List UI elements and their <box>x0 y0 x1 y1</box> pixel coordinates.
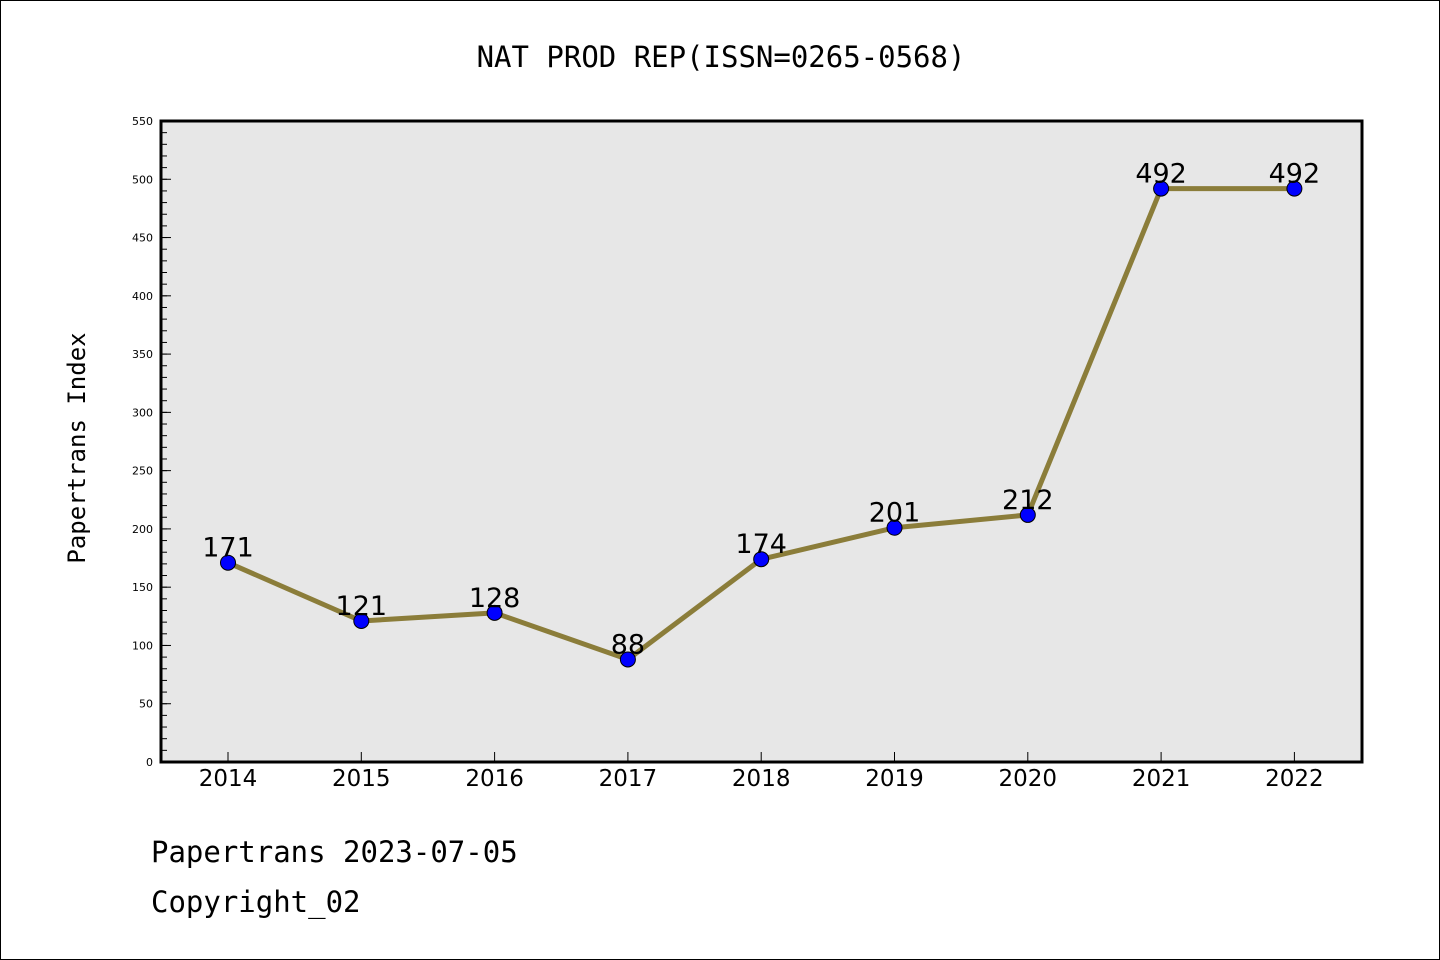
data-point <box>353 612 370 629</box>
y-tick-label: 100 <box>132 639 153 652</box>
footer-copyright: Copyright_02 <box>151 885 361 919</box>
y-axis-label: Papertrans Index <box>63 332 91 563</box>
y-tick-label: 500 <box>132 173 153 186</box>
y-tick-label: 150 <box>132 581 153 594</box>
x-tick-label: 2020 <box>999 766 1058 792</box>
data-label: 492 <box>1269 159 1321 190</box>
data-point <box>753 551 770 568</box>
y-tick-label: 300 <box>132 406 153 419</box>
data-labels: 171 121 128 88 174 201 212 492 492 <box>202 159 1320 661</box>
x-axis-ticks: 2014 2015 2016 2017 2018 2019 2020 2021 2022 <box>199 752 1324 792</box>
x-tick-label: 2016 <box>465 766 524 792</box>
data-point <box>220 554 236 571</box>
plot-frame <box>159 119 1364 764</box>
data-point <box>886 519 903 536</box>
x-tick-label: 2018 <box>732 766 791 792</box>
y-tick-label: 350 <box>132 348 153 361</box>
data-label: 201 <box>869 498 921 529</box>
x-tick-label: 2014 <box>199 766 258 792</box>
data-label: 492 <box>1135 159 1187 190</box>
x-tick-label: 2015 <box>332 766 391 792</box>
data-label: 88 <box>611 629 645 660</box>
x-tick-label: 2021 <box>1132 766 1191 792</box>
y-tick-label: 400 <box>132 290 153 303</box>
y-tick-label: 50 <box>139 698 153 711</box>
data-point <box>486 604 503 621</box>
footer-date: Papertrans 2023-07-05 <box>151 835 518 869</box>
data-label: 121 <box>336 591 388 622</box>
data-label: 174 <box>735 529 787 560</box>
chart-title: NAT PROD REP(ISSN=0265-0568) <box>477 40 966 74</box>
y-tick-label: 450 <box>132 232 153 245</box>
data-point <box>1019 506 1036 523</box>
y-tick-label: 0 <box>146 756 153 769</box>
data-markers <box>220 180 1303 668</box>
data-label: 171 <box>202 533 254 564</box>
x-tick-label: 2019 <box>865 766 924 792</box>
x-tick-label: 2017 <box>599 766 658 792</box>
x-tick-label: 2022 <box>1265 766 1324 792</box>
plot-area <box>161 121 1362 762</box>
data-point <box>619 651 636 668</box>
y-tick-label: 550 <box>132 115 153 128</box>
data-label: 128 <box>469 583 521 614</box>
data-point <box>1153 180 1170 197</box>
y-tick-label: 200 <box>132 523 153 536</box>
y-tick-label: 250 <box>132 465 153 478</box>
data-point <box>1286 180 1303 197</box>
y-axis-ticks: 0 50 100 150 200 250 300 350 400 450 500 550 <box>132 115 171 769</box>
data-label: 212 <box>1002 485 1054 516</box>
